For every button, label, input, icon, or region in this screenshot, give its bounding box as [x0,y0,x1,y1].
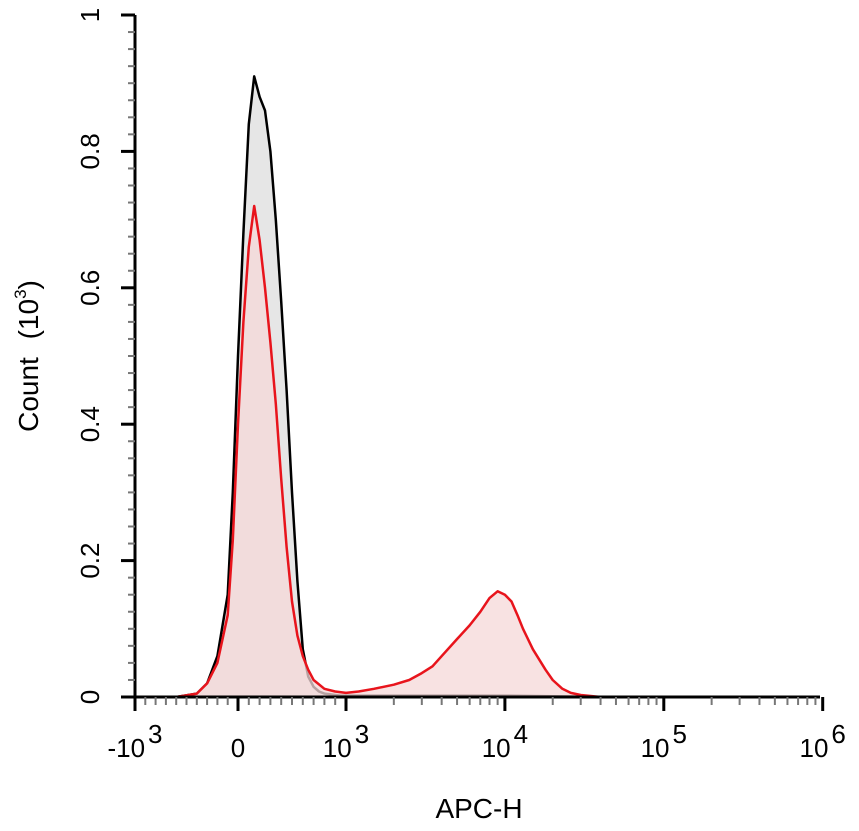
tick-layer [121,13,825,711]
y-tick-label-4: 0.8 [75,133,105,169]
label-layer: 00.20.40.60.81-10 3 0 10 3 10 4 10 5 10 6 [75,8,846,763]
x-tick-label-5: 10 6 [800,719,846,763]
x-tick-label-exp: 5 [673,719,687,749]
x-tick-label-exp: 4 [514,719,528,749]
x-tick-label-4: 10 5 [641,719,687,763]
y-axis-title-unit: (10 [13,299,44,339]
x-tick-label-base: 10 [482,733,511,763]
x-tick-label-base: 10 [641,733,670,763]
x-tick-label-1: 0 [231,733,245,763]
y-tick-label-1: 0.2 [75,543,105,579]
x-tick-label-exp: 3 [148,719,162,749]
y-axis-title-unit-exp: 3 [11,289,30,298]
y-tick-label-5: 1 [75,8,105,22]
series-layer [155,75,664,699]
y-tick-label-2: 0.4 [75,406,105,442]
x-tick-label-3: 10 4 [482,719,528,763]
x-axis-title: APC-H [435,793,522,824]
y-tick-label-0: 0 [75,690,105,704]
y-tick-label-3: 0.6 [75,270,105,306]
x-tick-label-2: 10 3 [323,719,369,763]
x-tick-label-base: 0 [231,733,245,763]
series-1-line [175,204,601,699]
x-tick-label-base: 10 [800,733,829,763]
y-axis-title: Count (103) [11,280,44,432]
x-tick-label-base: 10 [323,733,352,763]
x-tick-label-base: -10 [107,733,145,763]
y-axis-title-text: Count [13,357,44,432]
x-tick-label-exp: 6 [831,719,845,749]
x-tick-label-0: -10 3 [107,719,162,763]
series-1-area [176,206,601,697]
x-tick-label-exp: 3 [355,719,369,749]
y-axis-title-unit-close: ) [13,280,44,289]
